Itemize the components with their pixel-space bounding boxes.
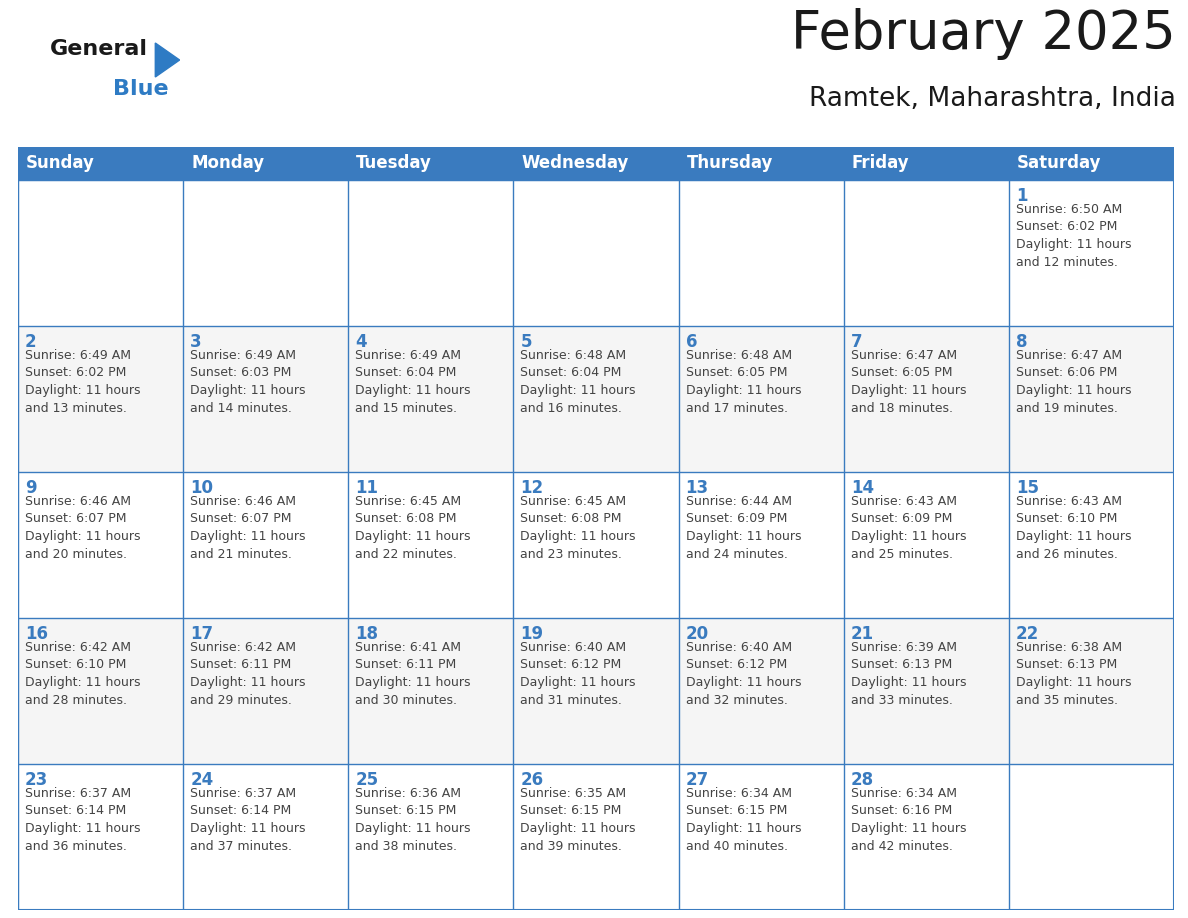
Text: Sunrise: 6:49 AM
Sunset: 6:04 PM
Daylight: 11 hours
and 15 minutes.: Sunrise: 6:49 AM Sunset: 6:04 PM Dayligh…	[355, 349, 470, 415]
Text: 11: 11	[355, 479, 378, 497]
Text: 28: 28	[851, 771, 874, 789]
Text: Sunrise: 6:36 AM
Sunset: 6:15 PM
Daylight: 11 hours
and 38 minutes.: Sunrise: 6:36 AM Sunset: 6:15 PM Dayligh…	[355, 787, 470, 853]
Text: Monday: Monday	[191, 154, 264, 173]
Text: 9: 9	[25, 479, 37, 497]
Text: Friday: Friday	[852, 154, 909, 173]
Text: Sunrise: 6:34 AM
Sunset: 6:15 PM
Daylight: 11 hours
and 40 minutes.: Sunrise: 6:34 AM Sunset: 6:15 PM Dayligh…	[685, 787, 801, 853]
Text: 20: 20	[685, 625, 709, 643]
Text: Sunrise: 6:37 AM
Sunset: 6:14 PM
Daylight: 11 hours
and 36 minutes.: Sunrise: 6:37 AM Sunset: 6:14 PM Dayligh…	[25, 787, 140, 853]
Text: 6: 6	[685, 333, 697, 351]
Text: Sunrise: 6:37 AM
Sunset: 6:14 PM
Daylight: 11 hours
and 37 minutes.: Sunrise: 6:37 AM Sunset: 6:14 PM Dayligh…	[190, 787, 305, 853]
Text: 8: 8	[1016, 333, 1028, 351]
Text: Sunrise: 6:42 AM
Sunset: 6:10 PM
Daylight: 11 hours
and 28 minutes.: Sunrise: 6:42 AM Sunset: 6:10 PM Dayligh…	[25, 641, 140, 707]
Text: General: General	[50, 39, 148, 59]
Text: Sunrise: 6:48 AM
Sunset: 6:04 PM
Daylight: 11 hours
and 16 minutes.: Sunrise: 6:48 AM Sunset: 6:04 PM Dayligh…	[520, 349, 636, 415]
Text: 17: 17	[190, 625, 214, 643]
Text: Sunrise: 6:49 AM
Sunset: 6:02 PM
Daylight: 11 hours
and 13 minutes.: Sunrise: 6:49 AM Sunset: 6:02 PM Dayligh…	[25, 349, 140, 415]
Text: 3: 3	[190, 333, 202, 351]
Text: 18: 18	[355, 625, 378, 643]
Text: Sunrise: 6:38 AM
Sunset: 6:13 PM
Daylight: 11 hours
and 35 minutes.: Sunrise: 6:38 AM Sunset: 6:13 PM Dayligh…	[1016, 641, 1131, 707]
Text: Sunrise: 6:47 AM
Sunset: 6:05 PM
Daylight: 11 hours
and 18 minutes.: Sunrise: 6:47 AM Sunset: 6:05 PM Dayligh…	[851, 349, 966, 415]
Text: 25: 25	[355, 771, 379, 789]
Text: 21: 21	[851, 625, 874, 643]
Text: 7: 7	[851, 333, 862, 351]
Text: Sunrise: 6:45 AM
Sunset: 6:08 PM
Daylight: 11 hours
and 23 minutes.: Sunrise: 6:45 AM Sunset: 6:08 PM Dayligh…	[520, 495, 636, 561]
Text: 22: 22	[1016, 625, 1040, 643]
Text: 26: 26	[520, 771, 544, 789]
Text: Sunrise: 6:40 AM
Sunset: 6:12 PM
Daylight: 11 hours
and 31 minutes.: Sunrise: 6:40 AM Sunset: 6:12 PM Dayligh…	[520, 641, 636, 707]
Text: Sunrise: 6:35 AM
Sunset: 6:15 PM
Daylight: 11 hours
and 39 minutes.: Sunrise: 6:35 AM Sunset: 6:15 PM Dayligh…	[520, 787, 636, 853]
Text: Sunrise: 6:44 AM
Sunset: 6:09 PM
Daylight: 11 hours
and 24 minutes.: Sunrise: 6:44 AM Sunset: 6:09 PM Dayligh…	[685, 495, 801, 561]
Text: Sunrise: 6:49 AM
Sunset: 6:03 PM
Daylight: 11 hours
and 14 minutes.: Sunrise: 6:49 AM Sunset: 6:03 PM Dayligh…	[190, 349, 305, 415]
Text: February 2025: February 2025	[791, 7, 1176, 60]
Text: 15: 15	[1016, 479, 1038, 497]
Text: 27: 27	[685, 771, 709, 789]
Text: Sunrise: 6:50 AM
Sunset: 6:02 PM
Daylight: 11 hours
and 12 minutes.: Sunrise: 6:50 AM Sunset: 6:02 PM Dayligh…	[1016, 203, 1131, 268]
Text: 10: 10	[190, 479, 213, 497]
Bar	[18, 147, 1174, 180]
Text: Sunrise: 6:47 AM
Sunset: 6:06 PM
Daylight: 11 hours
and 19 minutes.: Sunrise: 6:47 AM Sunset: 6:06 PM Dayligh…	[1016, 349, 1131, 415]
Text: 19: 19	[520, 625, 544, 643]
Text: Wednesday: Wednesday	[522, 154, 628, 173]
Text: 1: 1	[1016, 187, 1028, 205]
Bar	[18, 326, 1174, 472]
Text: Ramtek, Maharashtra, India: Ramtek, Maharashtra, India	[809, 86, 1176, 112]
Text: Sunrise: 6:39 AM
Sunset: 6:13 PM
Daylight: 11 hours
and 33 minutes.: Sunrise: 6:39 AM Sunset: 6:13 PM Dayligh…	[851, 641, 966, 707]
Text: Sunrise: 6:43 AM
Sunset: 6:10 PM
Daylight: 11 hours
and 26 minutes.: Sunrise: 6:43 AM Sunset: 6:10 PM Dayligh…	[1016, 495, 1131, 561]
Bar	[18, 764, 1174, 910]
Text: Sunrise: 6:42 AM
Sunset: 6:11 PM
Daylight: 11 hours
and 29 minutes.: Sunrise: 6:42 AM Sunset: 6:11 PM Dayligh…	[190, 641, 305, 707]
Text: Sunday: Sunday	[26, 154, 95, 173]
Text: Sunrise: 6:34 AM
Sunset: 6:16 PM
Daylight: 11 hours
and 42 minutes.: Sunrise: 6:34 AM Sunset: 6:16 PM Dayligh…	[851, 787, 966, 853]
Text: Tuesday: Tuesday	[356, 154, 432, 173]
Text: Sunrise: 6:41 AM
Sunset: 6:11 PM
Daylight: 11 hours
and 30 minutes.: Sunrise: 6:41 AM Sunset: 6:11 PM Dayligh…	[355, 641, 470, 707]
Text: Sunrise: 6:48 AM
Sunset: 6:05 PM
Daylight: 11 hours
and 17 minutes.: Sunrise: 6:48 AM Sunset: 6:05 PM Dayligh…	[685, 349, 801, 415]
Text: 14: 14	[851, 479, 874, 497]
Text: 23: 23	[25, 771, 49, 789]
Text: Sunrise: 6:45 AM
Sunset: 6:08 PM
Daylight: 11 hours
and 22 minutes.: Sunrise: 6:45 AM Sunset: 6:08 PM Dayligh…	[355, 495, 470, 561]
Text: Blue: Blue	[113, 79, 169, 99]
Text: Sunrise: 6:46 AM
Sunset: 6:07 PM
Daylight: 11 hours
and 21 minutes.: Sunrise: 6:46 AM Sunset: 6:07 PM Dayligh…	[190, 495, 305, 561]
Text: Sunrise: 6:43 AM
Sunset: 6:09 PM
Daylight: 11 hours
and 25 minutes.: Sunrise: 6:43 AM Sunset: 6:09 PM Dayligh…	[851, 495, 966, 561]
Polygon shape	[156, 43, 179, 77]
Bar	[18, 472, 1174, 618]
Text: 16: 16	[25, 625, 48, 643]
Text: Thursday: Thursday	[687, 154, 773, 173]
Text: 12: 12	[520, 479, 544, 497]
Text: Sunrise: 6:40 AM
Sunset: 6:12 PM
Daylight: 11 hours
and 32 minutes.: Sunrise: 6:40 AM Sunset: 6:12 PM Dayligh…	[685, 641, 801, 707]
Text: 4: 4	[355, 333, 367, 351]
Bar	[18, 180, 1174, 326]
Text: 2: 2	[25, 333, 37, 351]
Bar	[18, 618, 1174, 764]
Text: Saturday: Saturday	[1017, 154, 1101, 173]
Text: 5: 5	[520, 333, 532, 351]
Text: 24: 24	[190, 771, 214, 789]
Text: Sunrise: 6:46 AM
Sunset: 6:07 PM
Daylight: 11 hours
and 20 minutes.: Sunrise: 6:46 AM Sunset: 6:07 PM Dayligh…	[25, 495, 140, 561]
Text: 13: 13	[685, 479, 709, 497]
